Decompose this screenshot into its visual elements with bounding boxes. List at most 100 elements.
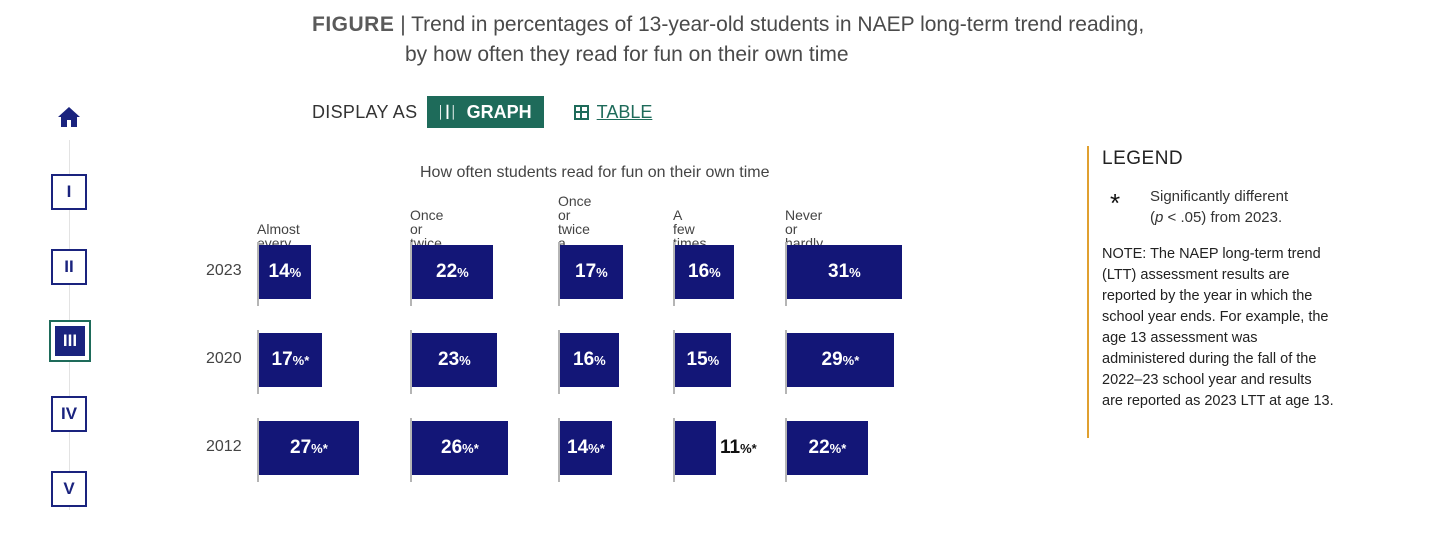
data-bar [259,333,322,387]
legend-p: p [1155,209,1164,226]
bar-baseline [785,418,787,482]
nav-section-1[interactable]: I [51,174,87,210]
data-label-value: 15 [686,349,708,370]
data-label: 22%* [809,438,847,459]
data-label-value: 14 [268,261,290,282]
data-label-unit: % [707,353,720,368]
bar-baseline [410,330,412,394]
data-label-value: 27 [290,437,312,458]
data-label-unit: %* [588,441,605,456]
figure-label: FIGURE [312,13,395,36]
nav-section-5-label: V [63,479,75,498]
data-label-unit: %* [462,441,479,456]
data-label-unit: % [457,265,469,280]
data-bar [787,421,868,475]
nav-section-3-label: III [55,326,85,356]
figure-title-line1: Trend in percentages of 13-year-old stud… [411,13,1145,36]
data-label: 14% [269,262,302,283]
data-label-value: 31 [828,261,850,282]
figure-title-line2: by how often they read for fun on their … [405,43,849,66]
data-label-unit: % [594,353,606,368]
legend-paren: ( [1150,209,1155,226]
data-bar [675,421,716,475]
nav-section-4-label: IV [60,404,78,423]
data-bar [412,333,497,387]
data-label-unit: % [849,265,861,280]
data-bar [787,245,902,299]
display-as-label: DISPLAY AS [312,101,418,122]
bar-baseline [558,418,560,482]
category-label-line: Once or [558,193,592,223]
table-button-label: TABLE [596,101,653,122]
data-label-unit: % [459,353,471,368]
data-label: 17% [575,262,608,283]
data-label: 16% [688,262,721,283]
year-label: 2020 [206,350,242,367]
data-label: 14%* [567,438,605,459]
data-bar [675,333,731,387]
data-label-value: 26 [441,437,463,458]
nav-section-4[interactable]: IV [51,396,87,432]
chart-title: How often students read for fun on their… [420,164,770,181]
data-label-unit: %* [292,353,310,368]
data-label-value: 22 [808,437,830,458]
data-label-value: 22 [436,261,458,282]
data-bar [787,333,894,387]
bar-baseline [673,330,675,394]
bar-baseline [257,242,259,306]
year-label: 2023 [206,262,242,279]
bar-baseline [673,242,675,306]
bar-baseline [410,242,412,306]
bar-baseline [558,242,560,306]
graph-button-label: GRAPH [466,101,532,122]
data-label: 15% [687,350,720,371]
data-label: 16% [573,350,606,371]
figure-title: FIGURE | Trend in percentages of 13-year… [312,10,1144,70]
data-label-unit: % [709,265,721,280]
data-label-unit: %* [842,353,860,368]
bar-baseline [785,242,787,306]
data-label-value: 11 [720,437,741,458]
data-label-value: 23 [438,349,460,370]
bar-baseline [785,330,787,394]
data-label: 27%* [290,438,328,459]
category-label-line: Never or [785,207,823,237]
legend-significance-line2: < .05) from 2023. [1163,209,1283,226]
bar-baseline [673,418,675,482]
data-label-unit: %* [311,441,328,456]
data-bar [259,421,359,475]
data-label: 17%* [272,350,310,371]
data-bar [560,333,619,387]
data-label-value: 29 [821,349,843,370]
nav-section-3[interactable]: III [49,320,91,362]
legend-significance-item: * Significantly different (p < .05) from… [1102,186,1337,228]
data-label-value: 16 [688,261,710,282]
data-label: 11%* [720,438,757,459]
nav-section-1-label: I [66,182,72,201]
year-label: 2012 [206,438,242,455]
home-icon[interactable] [57,106,81,128]
data-label: 23% [438,350,471,371]
section-nav: I II III IV V [0,0,140,536]
table-button[interactable]: TABLE [573,101,653,123]
data-bar [412,245,493,299]
data-label-value: 17 [271,349,293,370]
data-label: 31% [828,262,861,283]
bar-baseline [410,418,412,482]
data-bar [560,421,612,475]
nav-section-2[interactable]: II [51,249,87,285]
bar-baseline [257,330,259,394]
legend: LEGEND * Significantly different (p < .0… [1087,146,1337,438]
data-label-value: 17 [575,261,597,282]
data-label-unit: %* [829,441,847,456]
category-label-line: twice a [558,221,590,251]
data-label-value: 16 [573,349,595,370]
graph-button[interactable]: │┃│ GRAPH [427,96,544,128]
bar-chart-icon: │┃│ [437,105,457,119]
nav-section-2-label: II [64,257,74,276]
data-bar [675,245,734,299]
nav-section-5[interactable]: V [51,471,87,507]
bar-baseline [558,330,560,394]
legend-title: LEGEND [1102,148,1184,169]
legend-significance-line1: Significantly different [1150,188,1289,205]
